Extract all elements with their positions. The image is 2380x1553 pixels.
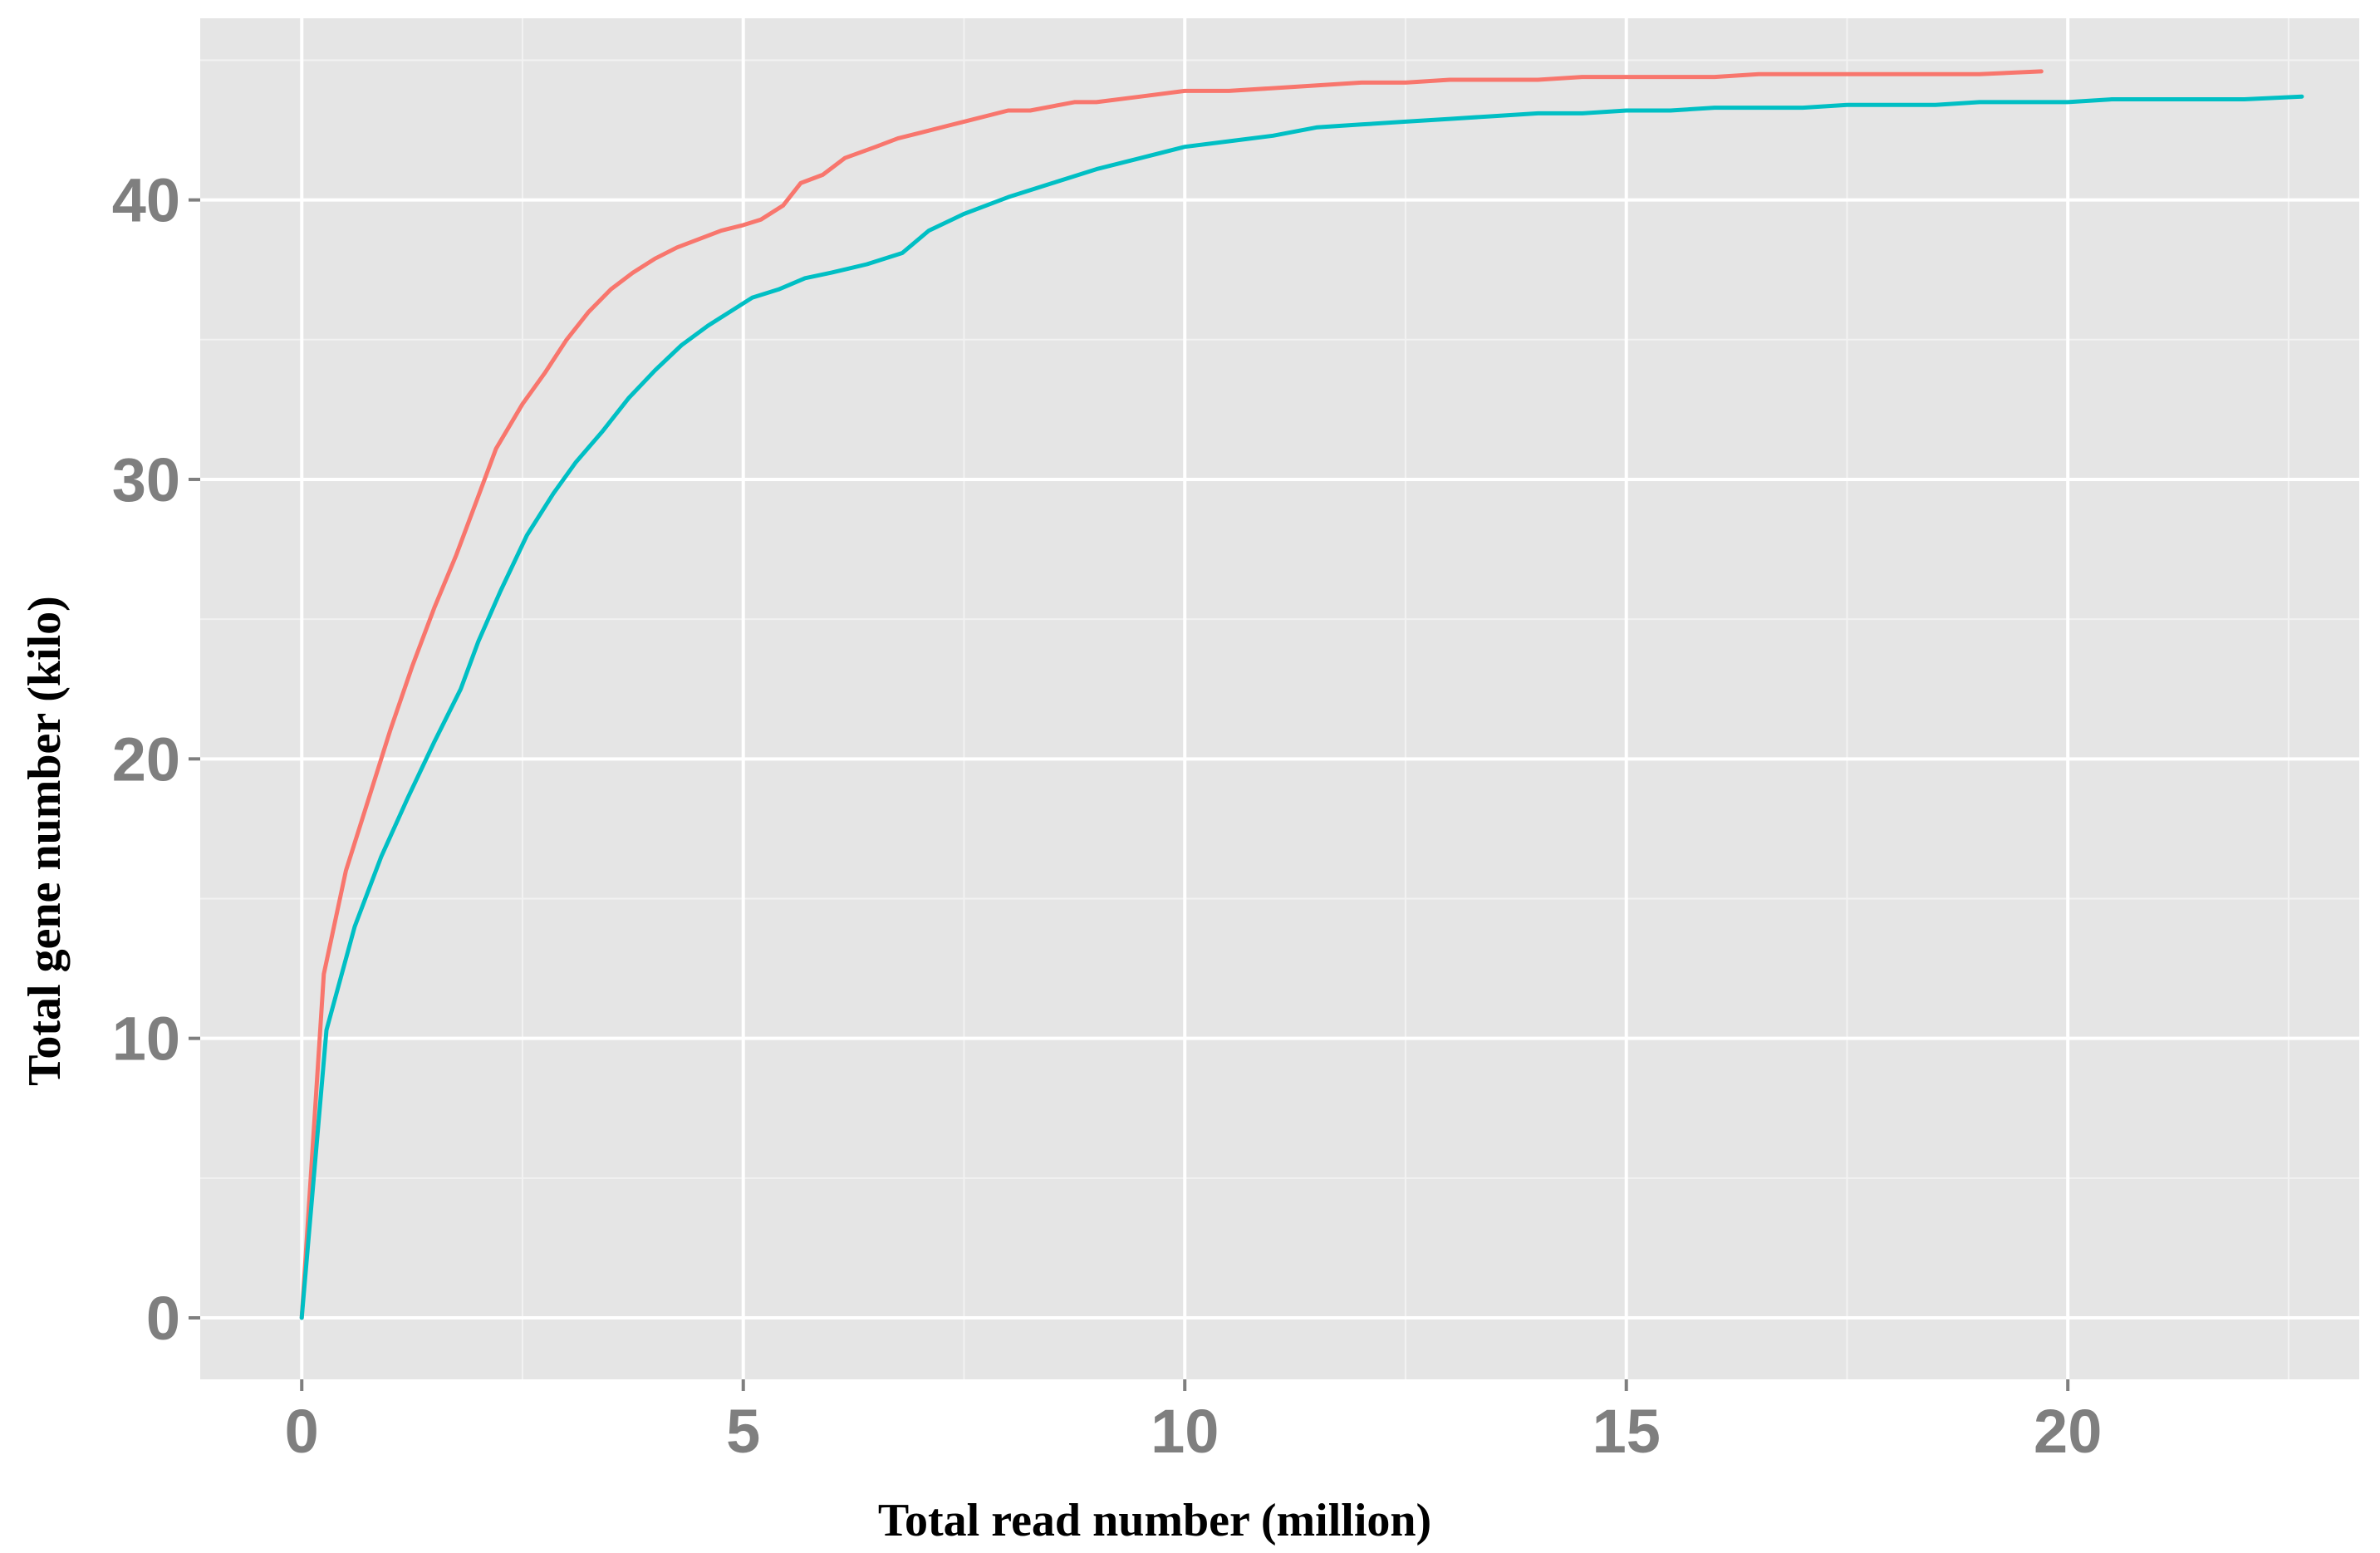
series-line-2 — [299, 94, 2304, 1320]
x-tick-label: 20 — [2034, 1397, 2102, 1466]
y-tick-label: 40 — [112, 166, 180, 235]
x-axis-title: Total read number (million) — [878, 1495, 1431, 1546]
x-tick-label: 0 — [285, 1397, 319, 1466]
y-tick-label: 20 — [112, 725, 180, 794]
y-axis-title: Total gene number (kilo) — [19, 596, 71, 1086]
y-tick-label: 0 — [146, 1284, 180, 1353]
x-tick-label: 10 — [1151, 1397, 1219, 1466]
x-tick-label: 5 — [726, 1397, 760, 1466]
y-tick-label: 10 — [112, 1005, 180, 1074]
axis-ticks — [189, 198, 2070, 1391]
x-tick-label: 15 — [1592, 1397, 1661, 1466]
x-axis-tick-labels: 0 5 10 15 20 — [285, 1397, 2103, 1466]
series-lines — [299, 69, 2304, 1320]
plot-panel — [200, 18, 2359, 1379]
y-axis-tick-labels: 0 10 20 30 40 — [112, 166, 180, 1353]
y-tick-label: 30 — [112, 445, 180, 514]
major-gridlines — [200, 18, 2359, 1379]
series-line-1 — [299, 69, 2044, 1320]
minor-gridlines — [200, 18, 2359, 1379]
